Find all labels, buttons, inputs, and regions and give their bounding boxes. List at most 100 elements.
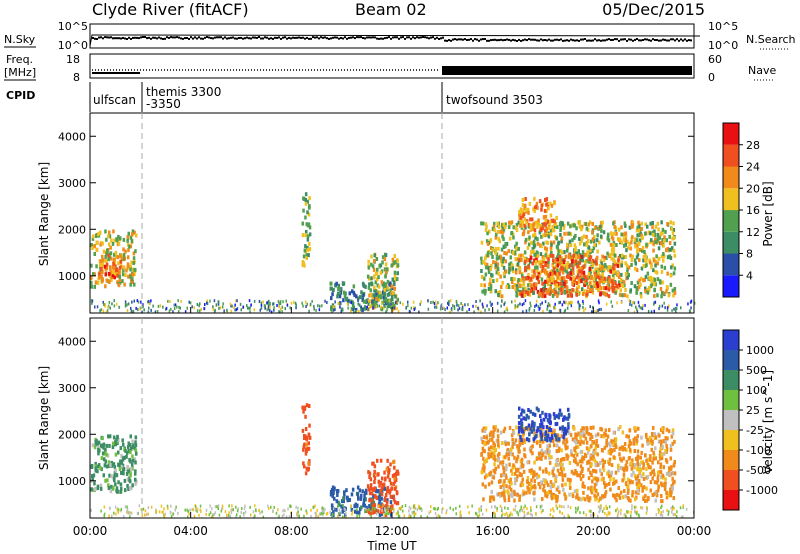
- velocity-cell: [330, 487, 334, 492]
- power-cell: [266, 308, 268, 312]
- velocity-cell: [518, 497, 521, 502]
- power-cell: [561, 270, 565, 275]
- velocity-colorbar-tick: 500: [746, 364, 767, 377]
- power-cell: [591, 248, 594, 253]
- velocity-cell: [302, 461, 305, 466]
- velocity-cell: [131, 439, 134, 444]
- velocity-cell: [502, 490, 505, 495]
- power-cell: [179, 306, 181, 310]
- velocity-cell: [331, 513, 334, 516]
- velocity-cell: [592, 476, 595, 481]
- velocity-cell: [574, 457, 577, 462]
- velocity-cell: [612, 442, 616, 446]
- power-cell: [670, 226, 674, 231]
- power-cell: [659, 287, 663, 291]
- power-cell: [595, 257, 598, 262]
- velocity-cell: [581, 474, 585, 479]
- velocity-cell: [556, 497, 559, 502]
- power-cell: [377, 294, 380, 299]
- velocity-cell: [115, 486, 119, 491]
- power-cell: [369, 304, 372, 309]
- velocity-cell: [507, 478, 510, 483]
- power-cell: [221, 305, 224, 309]
- velocity-cell: [377, 479, 381, 484]
- power-cell: [611, 284, 614, 289]
- power-cell: [607, 232, 610, 237]
- velocity-cell: [654, 456, 657, 461]
- power-cell: [538, 199, 542, 204]
- power-cell: [367, 308, 369, 311]
- velocity-cell: [105, 452, 108, 457]
- velocity-cell: [218, 513, 221, 517]
- velocity-cell: [612, 493, 615, 498]
- power-cell: [518, 216, 521, 221]
- velocity-cell: [671, 505, 674, 509]
- power-cell: [589, 239, 593, 244]
- power-cell: [111, 302, 113, 306]
- power-cell: [513, 283, 516, 287]
- velocity-cell: [254, 514, 256, 518]
- power-cell: [250, 303, 252, 307]
- power-cell: [367, 259, 370, 264]
- velocity-cell: [621, 495, 625, 500]
- power-cell: [113, 299, 115, 303]
- sky-point: [184, 37, 186, 40]
- sky-point: [162, 38, 164, 40]
- power-cell: [645, 259, 648, 264]
- velocity-cell: [496, 428, 500, 433]
- velocity-cell: [459, 504, 461, 508]
- power-cell: [670, 265, 673, 270]
- power-cell: [556, 245, 559, 250]
- velocity-cell: [436, 507, 439, 511]
- power-cell: [103, 264, 107, 269]
- power-cell: [557, 241, 560, 246]
- power-cell: [371, 300, 373, 304]
- power-cell: [483, 261, 487, 266]
- velocity-cell: [503, 426, 507, 431]
- velocity-cell: [408, 513, 411, 517]
- velocity-cell: [344, 513, 347, 518]
- power-cell: [565, 289, 569, 294]
- velocity-cell: [549, 428, 553, 432]
- power-cell: [603, 276, 607, 281]
- velocity-cell: [373, 476, 377, 480]
- power-cell: [594, 267, 597, 272]
- power-cell: [383, 257, 387, 262]
- velocity-cell: [634, 428, 637, 433]
- velocity-cell: [665, 495, 669, 500]
- velocity-cell: [657, 508, 659, 511]
- velocity-cell: [558, 504, 561, 508]
- power-cell: [505, 251, 508, 256]
- power-cell: [583, 280, 587, 285]
- power-cell: [366, 305, 368, 309]
- velocity-cell: [118, 467, 122, 471]
- power-cell: [620, 263, 623, 268]
- power-cell: [134, 267, 137, 272]
- power-cell: [551, 289, 555, 294]
- velocity-cell: [408, 515, 410, 519]
- velocity-cell: [546, 418, 550, 422]
- velocity-cell: [666, 509, 668, 512]
- power-cell: [384, 274, 387, 279]
- power-cell: [235, 299, 237, 303]
- velocity-cell: [617, 468, 620, 473]
- power-cell: [495, 278, 499, 283]
- velocity-cell: [95, 439, 98, 444]
- power-cell: [522, 208, 525, 213]
- power-cell: [514, 257, 517, 262]
- sky-point: [156, 37, 158, 40]
- power-cell: [549, 228, 553, 233]
- velocity-colorbar-tick: 1000: [746, 344, 774, 357]
- velocity-cell: [520, 412, 523, 417]
- power-cell: [113, 275, 116, 280]
- velocity-cell: [541, 453, 544, 457]
- velocity-cell: [367, 470, 370, 475]
- power-cell: [645, 242, 648, 247]
- velocity-cell: [633, 463, 637, 468]
- power-cell: [253, 299, 256, 303]
- velocity-cell: [393, 473, 396, 477]
- velocity-cell: [618, 452, 621, 457]
- power-cell: [569, 271, 572, 276]
- power-cell: [643, 277, 646, 282]
- power-cell: [545, 202, 548, 207]
